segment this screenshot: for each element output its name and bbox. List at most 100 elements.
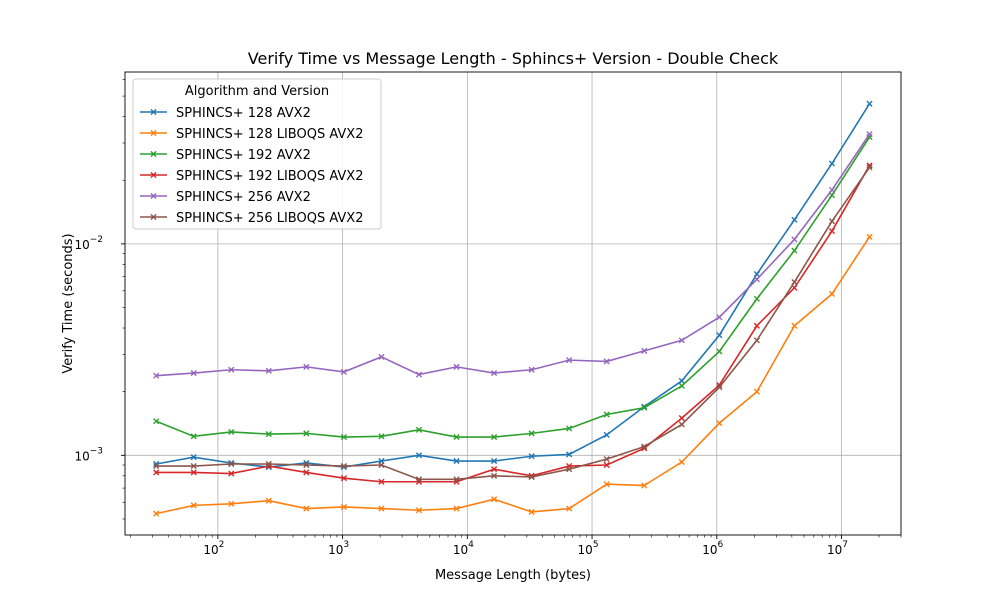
data-point: [378, 478, 385, 485]
legend-label: SPHINCS+ 128 LIBOQS AVX2: [176, 127, 363, 142]
data-point: [791, 236, 798, 243]
series-2: [153, 133, 873, 441]
legend-label: SPHINCS+ 192 LIBOQS AVX2: [176, 169, 363, 184]
data-point: [265, 460, 272, 468]
data-point: [566, 466, 573, 473]
legend-box: [132, 78, 382, 230]
x-tick-label: 105: [578, 540, 599, 557]
data-point: [190, 502, 197, 509]
data-point: [415, 507, 423, 514]
data-point: [528, 508, 535, 516]
data-point: [490, 496, 498, 503]
data-point: [378, 461, 385, 469]
legend-title: Algorithm and Version: [185, 84, 329, 99]
data-point: [153, 469, 160, 476]
data-point: [153, 510, 160, 517]
data-point: [415, 371, 423, 378]
data-point: [641, 482, 648, 489]
data-point: [678, 377, 685, 384]
data-point: [566, 451, 573, 458]
data-point: [716, 314, 723, 321]
data-point: [678, 415, 685, 422]
data-point: [228, 366, 235, 373]
plot-frame: [124, 71, 902, 536]
x-tick-label: 102: [203, 540, 224, 557]
data-point: [641, 347, 648, 354]
y-tick-label: 10−3: [74, 446, 103, 463]
data-point: [753, 276, 760, 283]
x-tick-label: 107: [827, 540, 848, 557]
data-point: [265, 431, 272, 438]
data-point: [528, 430, 535, 437]
x-tick-label: 104: [453, 540, 474, 557]
data-point: [566, 357, 573, 364]
legend-label: SPHINCS+ 256 AVX2: [176, 190, 311, 205]
data-point: [190, 369, 197, 377]
data-point: [415, 452, 423, 459]
y-tick-label: 10−2: [74, 235, 103, 252]
data-point: [378, 433, 385, 440]
data-point: [453, 505, 460, 512]
data-point: [190, 454, 197, 461]
legend-item: SPHINCS+ 128 AVX2: [140, 106, 311, 121]
plot-series: [153, 100, 873, 517]
data-point: [190, 433, 197, 440]
data-point: [603, 431, 610, 438]
data-point: [190, 469, 197, 476]
data-point: [603, 411, 610, 418]
data-point: [490, 433, 498, 441]
data-point: [415, 426, 423, 433]
axis-ticks: 102 103 104 105 106 107 10−3 10−2: [74, 79, 902, 557]
data-point: [490, 369, 498, 377]
data-point: [716, 420, 723, 427]
data-point: [453, 363, 460, 370]
series-line: [156, 165, 871, 483]
x-tick-label: 106: [702, 540, 723, 557]
data-point: [641, 404, 648, 411]
data-point: [303, 363, 310, 370]
series-line: [155, 236, 871, 515]
legend-item: SPHINCS+ 256 AVX2: [140, 190, 311, 205]
data-point: [678, 421, 685, 428]
legend-items: SPHINCS+ 128 AVX2 SPHINCS+ 128 LIBOQS AVX…: [140, 106, 363, 226]
data-point: [753, 337, 760, 344]
data-point: [265, 367, 272, 374]
data-point: [453, 457, 460, 465]
series-line: [156, 166, 871, 481]
data-point: [265, 497, 272, 504]
data-point: [303, 430, 310, 437]
data-point: [828, 290, 836, 298]
series-1: [153, 233, 873, 517]
legend-label: SPHINCS+ 192 AVX2: [176, 148, 311, 163]
data-point: [791, 278, 798, 286]
data-point: [566, 425, 573, 432]
series-line: [155, 136, 871, 438]
data-point: [340, 368, 347, 376]
data-point: [528, 453, 535, 460]
data-point: [828, 218, 836, 225]
legend-item: SPHINCS+ 128 LIBOQS AVX2: [140, 127, 363, 142]
data-point: [228, 460, 235, 468]
legend-label: SPHINCS+ 128 AVX2: [176, 106, 311, 121]
data-point: [153, 372, 160, 379]
data-point: [828, 186, 836, 194]
data-point: [490, 466, 498, 473]
y-axis-label: Verify Time (seconds): [61, 233, 76, 373]
data-point: [603, 481, 610, 488]
data-point: [603, 358, 610, 365]
data-point: [228, 470, 235, 477]
data-point: [866, 164, 873, 171]
data-point: [228, 428, 235, 436]
data-point: [528, 366, 535, 373]
data-point: [340, 475, 347, 482]
data-point: [303, 469, 310, 476]
data-point: [866, 100, 873, 107]
data-point: [490, 472, 498, 479]
data-point: [490, 457, 498, 465]
data-point: [153, 462, 160, 470]
x-tick-label: 103: [328, 540, 349, 557]
data-point: [753, 322, 760, 329]
data-point: [753, 295, 760, 302]
data-point: [791, 216, 798, 223]
